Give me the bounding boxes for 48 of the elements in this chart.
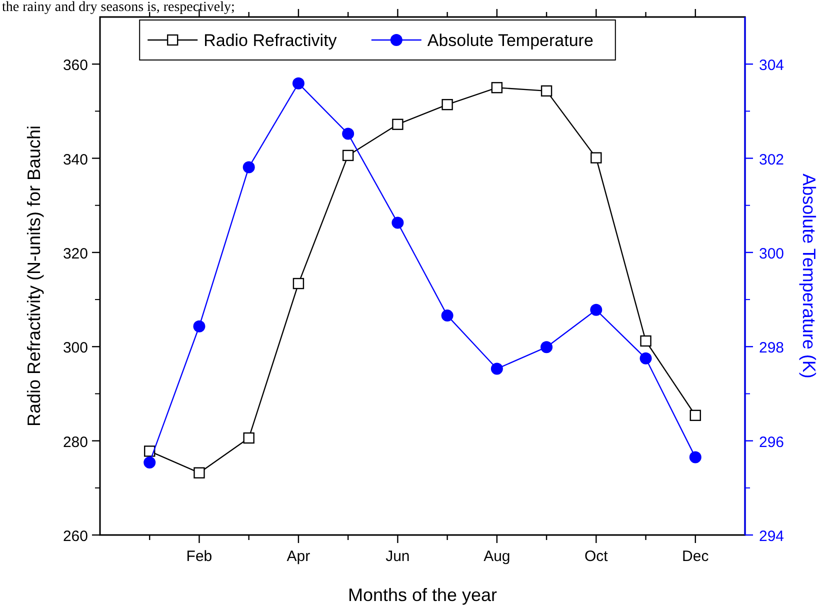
y2-tick-label: 294 bbox=[759, 528, 784, 545]
point bbox=[144, 446, 156, 457]
x-tick-label: Oct bbox=[584, 548, 609, 565]
point bbox=[193, 320, 206, 332]
point bbox=[540, 85, 552, 97]
point bbox=[342, 150, 354, 162]
x-axis-title: Months of the year bbox=[348, 585, 498, 605]
point bbox=[491, 82, 503, 94]
point bbox=[194, 467, 205, 478]
point bbox=[292, 278, 304, 290]
point bbox=[144, 456, 156, 468]
y2-tick-label: 298 bbox=[759, 340, 784, 357]
y2-tick-label: 302 bbox=[759, 151, 784, 168]
y-tick-label: 340 bbox=[62, 151, 88, 168]
y-tick-label: 360 bbox=[62, 57, 88, 74]
point bbox=[490, 362, 503, 375]
x-tick-label: Dec bbox=[682, 548, 710, 565]
y-tick-label: 280 bbox=[62, 434, 88, 451]
point bbox=[590, 304, 602, 316]
y-tick-label: 260 bbox=[62, 528, 88, 545]
y-tick-label: 300 bbox=[62, 340, 88, 357]
point bbox=[392, 118, 404, 130]
legend-label: Radio Refractivity bbox=[204, 31, 338, 50]
x-tick-label: Aug bbox=[484, 548, 510, 565]
y-tick-label: 320 bbox=[62, 245, 88, 262]
y2-tick-label: 304 bbox=[759, 57, 784, 74]
y2-tick-label: 296 bbox=[759, 434, 784, 451]
point bbox=[243, 432, 254, 444]
point bbox=[442, 98, 453, 110]
point bbox=[689, 451, 702, 464]
point bbox=[342, 128, 354, 140]
x-tick-label: Apr bbox=[286, 548, 310, 565]
x-tick-label: Feb bbox=[186, 548, 212, 565]
point bbox=[640, 352, 652, 364]
point bbox=[441, 310, 454, 322]
point bbox=[242, 161, 255, 174]
y-axis-title: Radio Refractivity (N-units) for Bauchi bbox=[24, 125, 44, 427]
point bbox=[292, 77, 304, 90]
text: the rainy and dry seasons is, respectively; bbox=[2, 0, 235, 15]
point bbox=[540, 341, 553, 354]
y2-axis-title: Absolute Temperature (K) bbox=[799, 174, 819, 378]
point bbox=[640, 335, 652, 347]
x-tick-label: Jun bbox=[386, 548, 410, 565]
y2-tick-label: 300 bbox=[759, 245, 784, 262]
point bbox=[690, 410, 701, 421]
point bbox=[590, 152, 602, 164]
point bbox=[392, 216, 404, 229]
legend-label: Absolute Temperature bbox=[427, 31, 594, 50]
